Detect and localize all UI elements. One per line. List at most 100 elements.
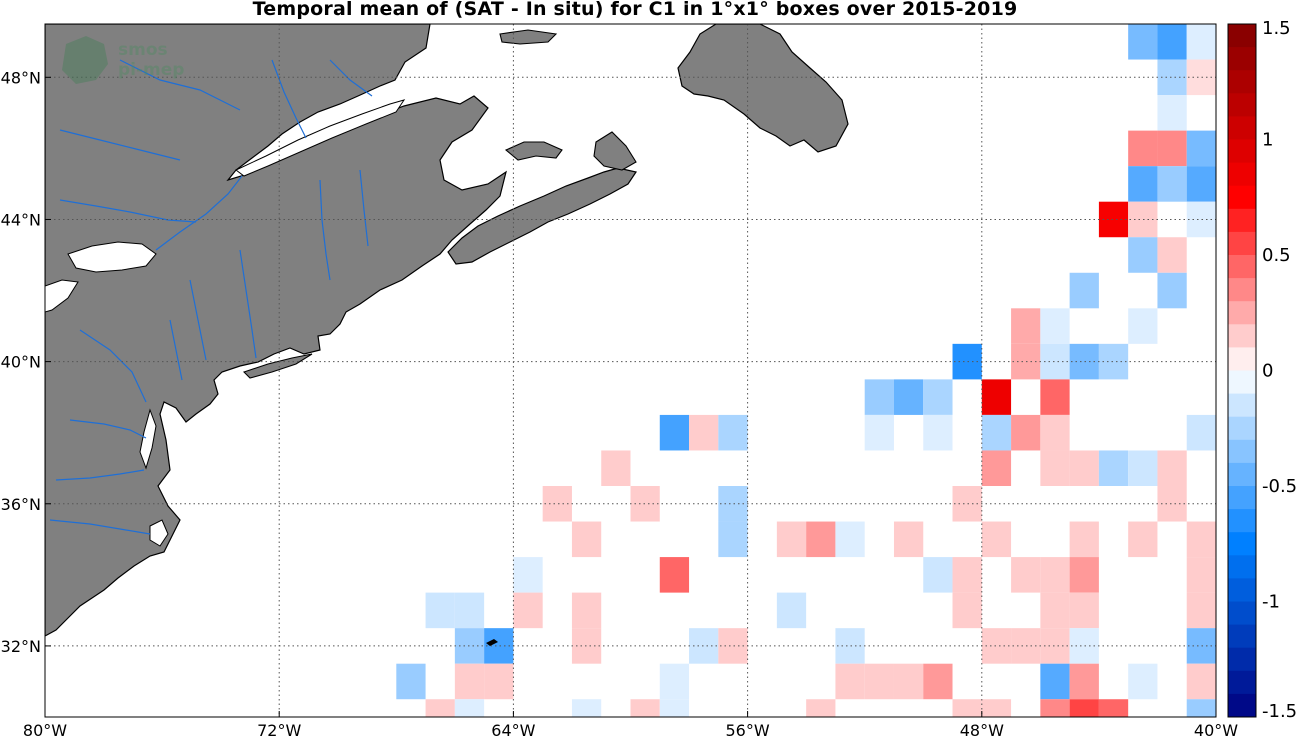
penobscot-river xyxy=(359,169,369,247)
heatmap-cell xyxy=(1157,95,1187,131)
heatmap-cell xyxy=(718,414,748,451)
x-tick-label: 48°W xyxy=(960,721,1004,739)
heatmap-cell xyxy=(893,663,924,700)
y-tick-label: 36°N xyxy=(1,495,41,514)
colorbar-step xyxy=(1228,185,1256,210)
connecticut-river xyxy=(239,249,257,359)
colorbar-tick-label: 0 xyxy=(1262,361,1273,382)
heatmap-cell xyxy=(1040,450,1070,486)
heatmap-cell xyxy=(1157,24,1187,60)
heatmap-cell xyxy=(571,521,602,558)
northern-river-1 xyxy=(119,59,241,111)
ottawa-river xyxy=(59,199,197,223)
colorbar-step xyxy=(1228,255,1256,279)
heatmap-cell xyxy=(689,414,719,451)
colorbar-tick-label: -1 xyxy=(1262,592,1280,613)
heatmap-cell xyxy=(1040,557,1070,593)
y-axis-ticks: 32°N 36°N 40°N 44°N 48°N xyxy=(1,68,51,656)
heatmap-cell xyxy=(659,663,690,700)
kennebec-river xyxy=(319,179,331,281)
heatmap-cell xyxy=(1128,237,1158,273)
heatmap-cells xyxy=(396,24,1216,717)
chart-title: Temporal mean of (SAT - In situ) for C1 … xyxy=(252,0,1018,20)
heatmap-cell xyxy=(396,663,426,700)
x-tick-label: 40°W xyxy=(1194,721,1238,739)
heatmap-cell xyxy=(776,521,807,558)
colorbar-tick-label: 1 xyxy=(1262,130,1273,151)
chesapeake-bay xyxy=(139,408,157,470)
heatmap-cell xyxy=(923,414,953,451)
y-tick-label: 32°N xyxy=(1,637,41,656)
colorbar-tick-label: 1.5 xyxy=(1262,18,1291,39)
heatmap-cell xyxy=(1011,557,1041,593)
heatmap-cell xyxy=(981,414,1012,451)
northern-river-3 xyxy=(329,59,373,97)
heatmap-cell xyxy=(425,592,455,629)
heatmap-cell xyxy=(1157,130,1187,167)
heatmap-cell xyxy=(1069,592,1099,629)
prince-edward-island xyxy=(504,141,563,161)
colorbar-step xyxy=(1228,393,1256,418)
newfoundland-landmass xyxy=(677,24,849,153)
colorbar-step xyxy=(1228,208,1256,233)
heatmap-cell xyxy=(1186,699,1216,717)
heatmap-cell xyxy=(1040,699,1070,717)
heatmap-cell xyxy=(1069,699,1099,717)
delaware-river xyxy=(169,319,183,381)
colorbar-step xyxy=(1228,324,1256,348)
heatmap-cell xyxy=(1128,130,1158,167)
heatmap-cell xyxy=(835,663,865,700)
colorbar-step xyxy=(1228,509,1256,533)
heatmap-cell xyxy=(1040,592,1070,629)
heatmap-cell xyxy=(718,521,748,558)
heatmap-cell xyxy=(1157,272,1187,309)
x-axis-ticks: 80°W 72°W 64°W 56°W 48°W 40°W xyxy=(23,711,1238,739)
heatmap-cell xyxy=(425,699,455,717)
colorbar-step xyxy=(1228,532,1256,556)
heatmap-cell xyxy=(601,450,631,486)
heatmap-cell xyxy=(1069,557,1099,593)
heatmap-cell xyxy=(981,379,1012,415)
heatmap-cell xyxy=(1157,237,1187,273)
heatmap-cell xyxy=(1157,166,1187,202)
heatmap-cell xyxy=(1157,450,1187,486)
heatmap-cell xyxy=(630,699,660,717)
heatmap-cell xyxy=(1186,663,1216,700)
colorbar-step xyxy=(1228,70,1256,94)
heatmap-cell xyxy=(952,699,982,717)
heatmap-cell xyxy=(1069,663,1099,700)
st-lawrence-river xyxy=(155,175,243,251)
heatmap-cell xyxy=(454,663,485,700)
saguenay-river xyxy=(271,59,307,139)
heatmap-cell xyxy=(659,414,690,451)
colorbar-step xyxy=(1228,439,1256,464)
susquehanna-river xyxy=(79,329,147,403)
rivers-layer xyxy=(49,59,373,535)
heatmap-cell xyxy=(923,379,953,415)
colorbar-step xyxy=(1228,347,1256,371)
heatmap-cell xyxy=(454,592,485,629)
heatmap-cell xyxy=(571,699,602,717)
colorbar-ticks: 1.5 1 0.5 0 -0.5 -1 -1.5 xyxy=(1262,18,1297,722)
heatmap-cell xyxy=(454,699,485,717)
lake-erie xyxy=(45,279,79,313)
heatmap-cell xyxy=(981,450,1012,486)
colorbar-tick-label: 0.5 xyxy=(1262,245,1291,266)
watermark-line1: smos xyxy=(118,40,168,60)
colorbar-step xyxy=(1228,24,1256,48)
colorbar-step xyxy=(1228,693,1256,718)
heatmap-cell xyxy=(1011,308,1041,344)
watermark-line2: pi-mep xyxy=(118,60,184,80)
colorbar-tick-label: -0.5 xyxy=(1262,476,1297,497)
colorbar-step xyxy=(1228,116,1256,140)
water-bodies xyxy=(45,99,406,547)
roanoke-river xyxy=(49,519,151,535)
heatmap-cell xyxy=(1069,272,1099,309)
heatmap-cell xyxy=(1040,379,1070,415)
heatmap-cell xyxy=(1098,450,1129,486)
colorbar-step xyxy=(1228,162,1256,187)
colorbar-tick-label: -1.5 xyxy=(1262,701,1297,722)
map-frame xyxy=(44,23,1217,718)
colorbar-step xyxy=(1228,231,1256,256)
land-layer xyxy=(45,24,849,646)
